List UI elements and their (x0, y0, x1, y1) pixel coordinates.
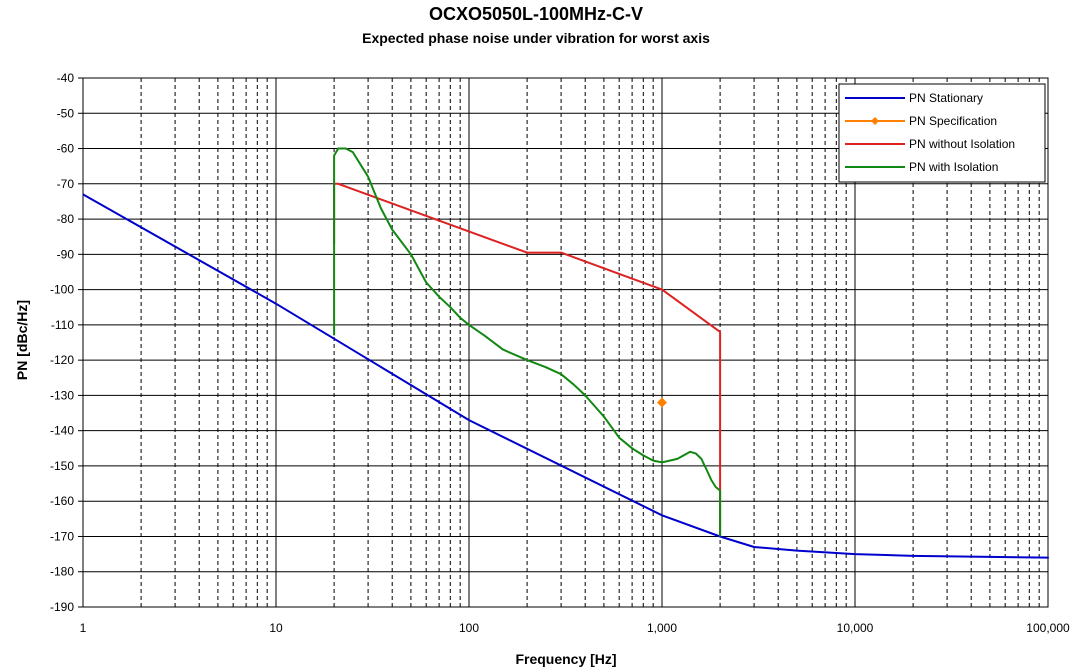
y-tick-label: -90 (57, 247, 75, 261)
y-tick-label: -80 (57, 212, 75, 226)
y-tick-label: -70 (57, 177, 75, 191)
y-tick-label: -150 (50, 459, 74, 473)
legend-marker (871, 117, 879, 125)
y-tick-label: -170 (50, 529, 74, 543)
y-tick-label: -160 (50, 494, 74, 508)
series-line-pn-stationary (82, 193, 1049, 559)
y-tick-label: -120 (50, 353, 74, 367)
legend-label: PN Specification (909, 114, 997, 128)
x-tick-label: 1 (80, 621, 87, 635)
legend-label: PN without Isolation (909, 137, 1015, 151)
y-tick-label: -190 (50, 600, 74, 614)
x-tick-label: 10,000 (837, 621, 874, 635)
y-tick-label: -130 (50, 388, 74, 402)
y-tick-label: -50 (57, 106, 75, 120)
y-tick-label: -100 (50, 283, 74, 297)
y-axis-label: PN [dBc/Hz] (14, 299, 30, 381)
series-point-pn-specification (657, 397, 667, 408)
chart-subtitle: Expected phase noise under vibration for… (362, 30, 710, 46)
legend-box (838, 83, 1046, 183)
x-tick-label: 100 (459, 621, 479, 635)
chart-title: OCXO5050L-100MHz-C-V (428, 4, 644, 24)
y-tick-label: -180 (50, 565, 74, 579)
y-tick-label: -40 (57, 71, 75, 85)
legend-label: PN with Isolation (909, 160, 998, 174)
x-axis-label: Frequency [Hz] (515, 651, 617, 667)
x-tick-label: 10 (269, 621, 283, 635)
x-tick-label: 100,000 (1026, 621, 1070, 635)
y-tick-label: -60 (57, 142, 75, 156)
plot-area-border (82, 77, 1049, 608)
y-tick-label: -110 (51, 318, 74, 332)
x-tick-label: 1,000 (647, 621, 677, 635)
y-tick-label: -140 (50, 424, 74, 438)
series-line-pn-with-isolation (333, 147, 722, 537)
legend-label: PN Stationary (909, 91, 983, 105)
